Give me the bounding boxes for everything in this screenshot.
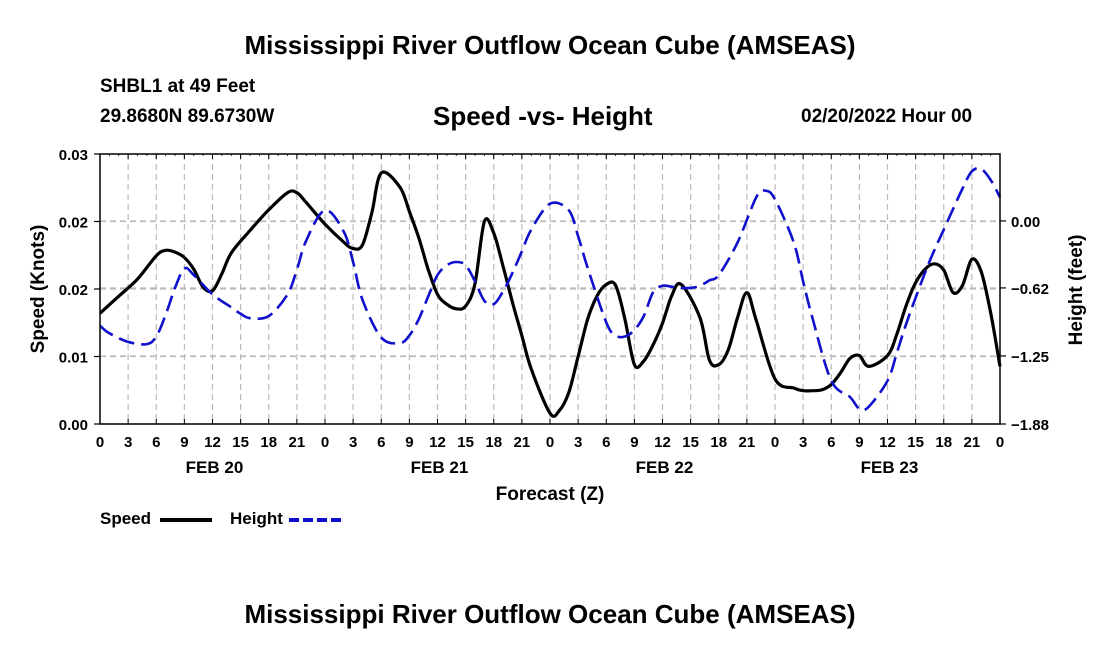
x-tick-label: 12: [429, 434, 446, 451]
datetime-label: 02/20/2022 Hour 00: [801, 106, 973, 127]
legend-height-swatch: [289, 518, 342, 522]
day-label: FEB 22: [636, 458, 694, 477]
x-tick-label: 0: [96, 434, 104, 451]
main-title: Mississippi River Outflow Ocean Cube (AM…: [244, 30, 856, 60]
x-tick-label: 0: [996, 434, 1004, 451]
day-label: FEB 20: [186, 458, 244, 477]
day-label: FEB 21: [411, 458, 469, 477]
x-tick-label: 6: [602, 434, 610, 451]
tick-layer: 0 3 6 9 12 15 18 21 0 3 6 9 12 15 18 21 0 3 6 9 12 15 18 21 0 3 6 9…: [59, 147, 1049, 477]
x-tick-label: 15: [457, 434, 474, 451]
y-tick-label: 0.02: [59, 215, 88, 232]
x-tick-label: 3: [124, 434, 132, 451]
x-tick-label: 9: [405, 434, 413, 451]
y-axis-label: Speed (Knots): [28, 225, 49, 354]
y-tick-label: 0.01: [59, 350, 88, 367]
x-tick-label: 15: [232, 434, 249, 451]
x-tick-label: 0: [546, 434, 554, 451]
y-tick-label: 0.02: [59, 282, 88, 299]
x-tick-label: 12: [204, 434, 221, 451]
x-tick-label: 6: [152, 434, 160, 451]
x-tick-label: 18: [260, 434, 277, 451]
x-axis-label: Forecast (Z): [496, 484, 605, 505]
x-tick-label: 9: [180, 434, 188, 451]
y2-axis-label: Height (feet): [1066, 235, 1087, 346]
x-tick-label: 6: [827, 434, 835, 451]
x-tick-label: 12: [654, 434, 671, 451]
x-tick-label: 21: [514, 434, 531, 451]
y-tick-label: 0.00: [59, 417, 88, 434]
x-tick-label: 9: [855, 434, 863, 451]
x-tick-label: 9: [630, 434, 638, 451]
y2-tick-label: −0.62: [1011, 281, 1049, 298]
x-tick-label: 21: [739, 434, 756, 451]
x-tick-label: 3: [349, 434, 357, 451]
series-line-speed: [98, 170, 1002, 418]
x-tick-label: 3: [799, 434, 807, 451]
x-tick-label: 15: [907, 434, 924, 451]
y2-tick-label: 0.00: [1011, 214, 1040, 231]
y-tick-label: 0.03: [59, 147, 88, 164]
x-tick-label: 21: [964, 434, 981, 451]
station-label: SHBL1 at 49 Feet: [100, 76, 256, 97]
x-tick-label: 6: [377, 434, 385, 451]
x-tick-label: 21: [289, 434, 306, 451]
y2-tick-label: −1.25: [1011, 349, 1049, 366]
day-label: FEB 23: [861, 458, 919, 477]
x-tick-label: 18: [710, 434, 727, 451]
x-tick-label: 18: [485, 434, 502, 451]
legend-speed-swatch: [160, 518, 212, 522]
x-tick-label: 0: [771, 434, 779, 451]
coordinates-label: 29.8680N 89.6730W: [100, 106, 275, 127]
x-tick-label: 3: [574, 434, 582, 451]
series-line-height: [99, 167, 1002, 412]
legend-height-label: Height: [230, 509, 283, 528]
x-tick-label: 0: [321, 434, 329, 451]
legend-speed-label: Speed: [100, 509, 152, 528]
x-tick-label: 12: [879, 434, 896, 451]
series-layer: [98, 167, 1002, 418]
x-tick-label: 18: [935, 434, 952, 451]
grid-layer: [100, 154, 1000, 425]
y2-tick-label: −1.88: [1011, 417, 1049, 434]
chart-subtitle: Speed -vs- Height: [433, 101, 653, 131]
footer-title: Mississippi River Outflow Ocean Cube (AM…: [244, 599, 856, 629]
x-tick-label: 15: [682, 434, 699, 451]
